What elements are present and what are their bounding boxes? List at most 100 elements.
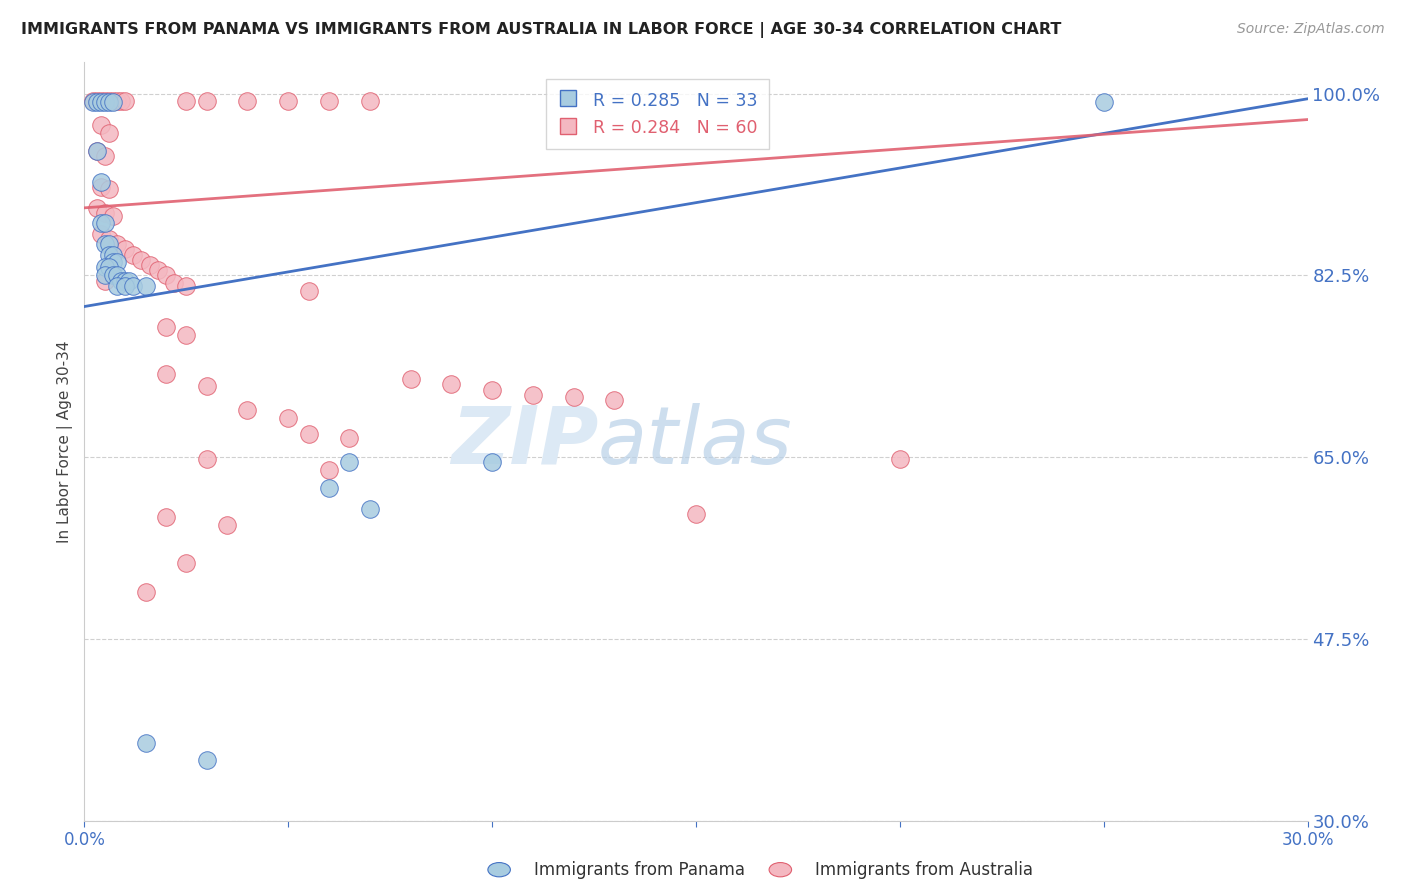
Point xyxy=(93,268,115,283)
Point xyxy=(481,383,503,397)
Point xyxy=(131,252,153,267)
Point xyxy=(277,410,299,425)
Point xyxy=(86,94,108,108)
Point xyxy=(110,94,132,108)
Point xyxy=(93,149,115,163)
Point xyxy=(195,753,218,767)
Point xyxy=(174,278,197,293)
Point xyxy=(93,237,115,252)
Point xyxy=(236,403,259,417)
Point xyxy=(138,258,160,272)
Point xyxy=(603,392,626,407)
Point xyxy=(155,320,177,334)
Point xyxy=(105,237,128,252)
Point xyxy=(195,452,218,467)
Point xyxy=(86,95,108,109)
Point xyxy=(105,94,128,108)
Point xyxy=(318,462,340,476)
Point xyxy=(318,94,340,108)
Point xyxy=(135,585,157,599)
Point xyxy=(155,367,177,381)
Point xyxy=(118,274,141,288)
Point xyxy=(82,95,104,109)
Point xyxy=(101,255,124,269)
Point xyxy=(86,201,108,215)
Point xyxy=(217,517,239,532)
Point xyxy=(97,237,120,252)
Point xyxy=(359,94,381,108)
Point xyxy=(97,260,120,274)
Point xyxy=(101,268,124,283)
Point xyxy=(114,94,136,108)
Point xyxy=(481,455,503,469)
Point xyxy=(93,216,115,230)
Point xyxy=(90,118,112,132)
Point xyxy=(93,94,115,108)
Point xyxy=(90,216,112,230)
Point xyxy=(97,95,120,109)
Point xyxy=(135,736,157,750)
Text: ZIP: ZIP xyxy=(451,402,598,481)
Point xyxy=(101,94,124,108)
Point xyxy=(522,388,544,402)
Point xyxy=(339,455,361,469)
Point xyxy=(90,95,112,109)
Point xyxy=(90,180,112,194)
Point xyxy=(101,209,124,223)
Text: Immigrants from Panama: Immigrants from Panama xyxy=(534,861,745,879)
Point xyxy=(174,327,197,342)
Point xyxy=(97,94,120,108)
Point xyxy=(122,278,145,293)
Point xyxy=(685,508,707,522)
Point xyxy=(155,510,177,524)
Point xyxy=(146,263,169,277)
Point xyxy=(195,94,218,108)
Point xyxy=(1092,95,1115,109)
Point xyxy=(195,379,218,393)
Point xyxy=(90,227,112,241)
Point xyxy=(122,247,145,261)
Point xyxy=(114,278,136,293)
Point xyxy=(339,432,361,446)
Point xyxy=(101,95,124,109)
Point xyxy=(86,144,108,158)
Text: IMMIGRANTS FROM PANAMA VS IMMIGRANTS FROM AUSTRALIA IN LABOR FORCE | AGE 30-34 C: IMMIGRANTS FROM PANAMA VS IMMIGRANTS FRO… xyxy=(21,22,1062,38)
Point xyxy=(93,260,115,274)
Point xyxy=(93,206,115,220)
Point xyxy=(114,243,136,257)
Point xyxy=(105,255,128,269)
Point xyxy=(97,232,120,246)
Text: atlas: atlas xyxy=(598,402,793,481)
Point xyxy=(105,268,128,283)
Point xyxy=(90,94,112,108)
Point xyxy=(155,268,177,283)
Point xyxy=(174,556,197,570)
Point xyxy=(889,452,911,467)
Y-axis label: In Labor Force | Age 30-34: In Labor Force | Age 30-34 xyxy=(58,340,73,543)
Point xyxy=(236,94,259,108)
Point xyxy=(399,372,422,386)
Point xyxy=(298,427,321,442)
Point xyxy=(174,94,197,108)
Point xyxy=(135,278,157,293)
Text: Immigrants from Australia: Immigrants from Australia xyxy=(815,861,1033,879)
Point xyxy=(93,95,115,109)
Point xyxy=(86,144,108,158)
Point xyxy=(93,274,115,288)
Point xyxy=(277,94,299,108)
Point xyxy=(440,377,463,392)
Legend: R = 0.285   N = 33, R = 0.284   N = 60: R = 0.285 N = 33, R = 0.284 N = 60 xyxy=(546,78,769,149)
Point xyxy=(82,94,104,108)
Point xyxy=(97,126,120,140)
Point xyxy=(105,278,128,293)
Point xyxy=(163,276,186,290)
Point xyxy=(97,182,120,196)
Point xyxy=(298,284,321,298)
Point xyxy=(110,274,132,288)
Point xyxy=(114,274,136,288)
Point xyxy=(97,247,120,261)
Point xyxy=(101,247,124,261)
Point xyxy=(318,481,340,495)
Point xyxy=(359,502,381,516)
Point xyxy=(562,390,585,404)
